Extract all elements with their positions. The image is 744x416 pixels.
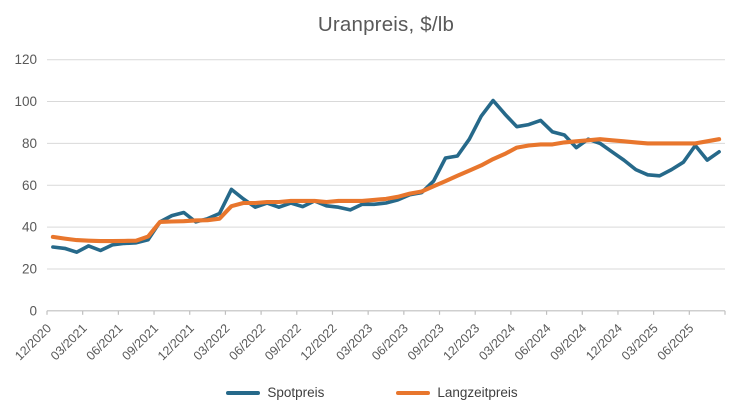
legend-label-langzeitpreis: Langzeitpreis (437, 385, 518, 400)
x-axis-label-03-2023: 03/2023 (333, 321, 375, 363)
x-axis-label-03-2024: 03/2024 (476, 321, 518, 363)
chart-legend: Spotpreis Langzeitpreis (0, 385, 744, 400)
x-axis-label-03-2022: 03/2022 (191, 321, 233, 363)
x-axis-label-03-2021: 03/2021 (48, 321, 90, 363)
x-axis-label-09-2023: 09/2023 (405, 321, 447, 363)
x-axis-label-09-2024: 09/2024 (548, 321, 590, 363)
x-axis-label-06-2022: 06/2022 (226, 321, 268, 363)
x-axis-label-12-2021: 12/2021 (155, 321, 197, 363)
x-axis-label-12-2020: 12/2020 (12, 321, 54, 363)
x-axis-label-03-2025: 03/2025 (619, 321, 661, 363)
legend-item-spotpreis: Spotpreis (226, 385, 324, 400)
y-axis-label-120: 120 (14, 52, 37, 67)
langzeitpreis-line-swatch-icon (396, 390, 431, 395)
y-axis-label-100: 100 (14, 94, 37, 109)
x-axis-label-12-2024: 12/2024 (583, 321, 625, 363)
x-axis-label-12-2022: 12/2022 (298, 321, 340, 363)
x-axis-label-09-2022: 09/2022 (262, 321, 304, 363)
series-line-langzeitpreis (50, 137, 722, 244)
legend-item-langzeitpreis: Langzeitpreis (396, 385, 518, 400)
y-axis-label-60: 60 (22, 178, 37, 193)
y-axis-label-80: 80 (22, 136, 37, 151)
x-axis-label-12-2023: 12/2023 (440, 321, 482, 363)
x-axis-label-06-2024: 06/2024 (512, 321, 554, 363)
y-axis-label-20: 20 (22, 261, 37, 276)
y-axis-label-40: 40 (22, 220, 37, 235)
y-axis-label-0: 0 (29, 303, 37, 318)
legend-label-spotpreis: Spotpreis (267, 385, 325, 400)
x-axis-label-06-2023: 06/2023 (369, 321, 411, 363)
chart-title: Uranpreis, $/lb (317, 13, 455, 36)
spotpreis-line-swatch-icon (226, 390, 261, 395)
x-axis-label-09-2021: 09/2021 (119, 321, 161, 363)
x-axis-label-06-2025: 06/2025 (655, 321, 697, 363)
x-axis-label-06-2021: 06/2021 (84, 321, 126, 363)
